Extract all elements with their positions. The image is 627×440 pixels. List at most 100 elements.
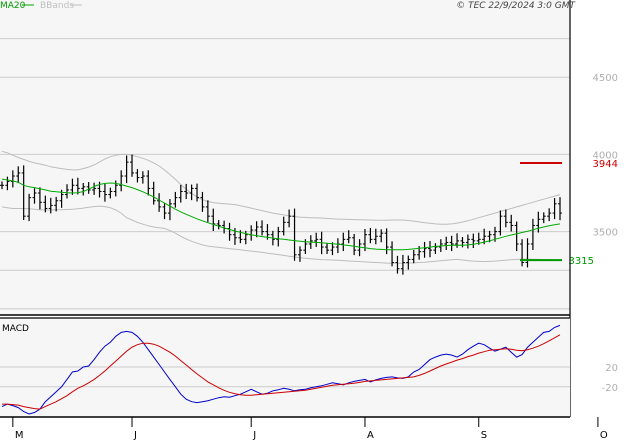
ohlc-bar <box>184 183 189 200</box>
ohlc-bar <box>547 208 552 222</box>
bband-upper-line <box>1 150 561 225</box>
ohlc-bar <box>406 255 411 270</box>
ohlc-bar <box>352 233 357 256</box>
ohlc-bar <box>86 182 91 194</box>
support-label: 3315 <box>569 256 594 267</box>
price-tick-label: 4000 <box>593 150 618 161</box>
ohlc-bar <box>119 170 124 192</box>
ohlc-bar <box>498 210 503 236</box>
ohlc-bar <box>162 203 167 220</box>
bband-lower-line <box>1 205 561 264</box>
ohlc-bar <box>211 208 216 231</box>
ohlc-bar <box>503 209 508 228</box>
ohlc-bar <box>368 228 373 244</box>
macd-tick-label: -20 <box>602 383 618 394</box>
ohlc-bar <box>92 182 97 195</box>
ohlc-bar <box>281 216 286 236</box>
ohlc-bar <box>16 166 21 184</box>
ohlc-bar <box>195 183 200 202</box>
ohlc-bar <box>509 214 514 232</box>
ohlc-bar <box>552 198 557 220</box>
ohlc-bar <box>476 232 481 245</box>
ohlc-bar <box>330 242 335 256</box>
ohlc-bar <box>216 220 221 230</box>
ohlc-bar <box>43 195 48 213</box>
ohlc-bar <box>21 165 26 221</box>
legend-bb-label: BBands <box>40 1 74 11</box>
ohlc-bar <box>558 197 562 221</box>
ohlc-bar <box>189 184 194 201</box>
ohlc-bar <box>70 178 75 195</box>
ohlc-bar <box>151 181 156 205</box>
ohlc-bar <box>37 187 42 210</box>
ohlc-bar <box>433 243 438 255</box>
ohlc-bar <box>200 191 205 212</box>
ohlc-bar <box>276 226 281 247</box>
header-text: MA20 BBands © TEC 22/9/2024 3:0 GMT <box>0 1 577 11</box>
ohlc-bar <box>173 191 178 208</box>
ohlc-bar <box>541 212 546 224</box>
ohlc-bar <box>65 184 70 199</box>
ohlc-bar <box>357 239 362 257</box>
ohlc-bar <box>395 255 400 274</box>
ohlc-bar <box>487 230 492 243</box>
price-tick-label: 3500 <box>593 228 618 239</box>
ohlc-bar <box>325 243 330 255</box>
price-plot-area <box>0 0 570 315</box>
ohlc-bar <box>146 170 151 196</box>
ohlc-bar <box>297 246 302 262</box>
ohlc-bar <box>178 184 183 203</box>
ohlc-bar <box>449 235 454 252</box>
ohlc-bar <box>379 229 384 243</box>
ohlc-bar <box>32 188 37 204</box>
macd-title: MACD <box>2 324 29 334</box>
macd-line <box>1 324 561 415</box>
signal-line <box>2 334 561 410</box>
ohlc-bar <box>427 241 432 258</box>
ohlc-bar <box>254 221 259 238</box>
ohlc-bar <box>108 187 113 199</box>
ohlc-bar <box>260 220 265 236</box>
ohlc-bar <box>205 200 210 223</box>
ohlc-bar <box>411 249 416 264</box>
ohlc-bar <box>0 181 4 190</box>
x-tick-label: S <box>481 430 487 440</box>
ohlc-bar <box>81 182 86 196</box>
ohlc-bar <box>292 208 297 261</box>
ohlc-bar <box>536 211 541 233</box>
ohlc-bar <box>130 154 135 177</box>
ohlc-bar <box>243 230 248 245</box>
ohlc-bar <box>373 228 378 245</box>
ohlc-bar <box>400 254 405 275</box>
ohlc-bar <box>530 218 535 250</box>
ohlc-bar <box>102 183 107 202</box>
ohlc-bar <box>390 241 395 267</box>
ohlc-bar <box>471 233 476 248</box>
ohlc-bar <box>5 176 10 191</box>
ohlc-bar <box>287 209 292 228</box>
x-tick-label: J <box>252 430 256 440</box>
ma20-line <box>1 178 561 251</box>
ohlc-bar <box>48 197 53 214</box>
ohlc-bar <box>346 230 351 244</box>
price-tick-label: 4500 <box>593 73 618 84</box>
ohlc-bar <box>314 232 319 247</box>
ohlc-bar <box>167 199 172 221</box>
ohlc-bar <box>135 169 140 183</box>
ohlc-bar <box>465 234 470 249</box>
x-tick-label: O <box>600 430 608 440</box>
price-panel: 4500 4000 3500 3944 3315 <box>0 0 618 417</box>
macd-panel: 20 -20 MACD <box>0 317 618 418</box>
ohlc-bar <box>59 189 64 208</box>
ohlc-bar <box>124 155 129 184</box>
ohlc-bar <box>520 239 525 267</box>
ohlc-bar <box>75 177 80 195</box>
ohlc-bar <box>54 196 59 212</box>
ohlc-bar <box>341 232 346 252</box>
ohlc-bar <box>27 193 32 222</box>
x-tick-label: J <box>133 430 137 440</box>
resistance-label: 3944 <box>593 159 618 170</box>
x-tick-label: M <box>15 430 24 440</box>
